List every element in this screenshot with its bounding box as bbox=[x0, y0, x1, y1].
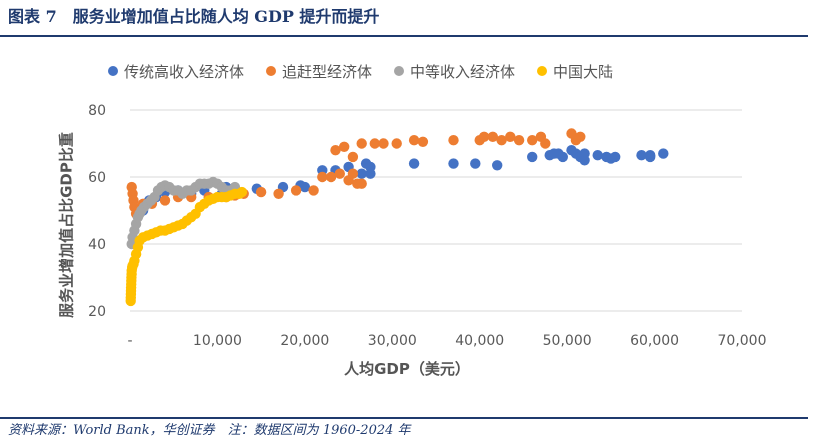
legend-item-2: 追赶型经济体 bbox=[266, 61, 372, 82]
bottom-divider bbox=[0, 417, 808, 419]
data-point bbox=[417, 136, 429, 147]
x-tick-label: 50,000 bbox=[543, 333, 592, 349]
data-point bbox=[540, 138, 551, 149]
data-point bbox=[492, 160, 503, 171]
legend-label-1: 传统高收入经济体 bbox=[124, 62, 245, 81]
x-tick-label: 10,000 bbox=[193, 333, 242, 349]
data-point bbox=[448, 135, 459, 146]
legend-label-4: 中国大陆 bbox=[553, 62, 614, 81]
data-point bbox=[448, 158, 459, 169]
legend-marker-4 bbox=[537, 66, 548, 76]
legend-marker-1 bbox=[108, 66, 118, 76]
x-tick-label: 60,000 bbox=[630, 333, 679, 349]
data-point bbox=[339, 141, 350, 152]
data-point bbox=[356, 138, 367, 149]
top-divider bbox=[0, 35, 808, 37]
y-tick-label: 80 bbox=[88, 103, 106, 119]
data-point bbox=[527, 151, 538, 163]
chart-legend: 传统高收入经济体 追赶型经济体 中等收入经济体 中国大陆 bbox=[108, 60, 613, 82]
legend-item-3: 中等收入经济体 bbox=[394, 61, 515, 82]
data-point bbox=[317, 171, 328, 183]
y-axis-title: 服务业增加值占比GDP比重 bbox=[57, 132, 76, 318]
x-axis-ticks: - 10,000 20,000 30,000 40,000 50,000 60,000 70,… bbox=[127, 333, 766, 349]
data-point bbox=[557, 151, 568, 163]
data-point bbox=[236, 186, 248, 198]
data-point bbox=[378, 138, 389, 149]
data-point bbox=[408, 158, 420, 169]
data-point bbox=[308, 185, 319, 196]
data-point bbox=[527, 135, 538, 146]
series-4 bbox=[125, 186, 248, 307]
data-point bbox=[347, 168, 359, 179]
data-point bbox=[325, 171, 337, 183]
data-point bbox=[159, 195, 171, 206]
data-point bbox=[255, 186, 267, 198]
data-point bbox=[356, 168, 367, 179]
source-note: 资料来源：World Bank，华创证券 注：数据区间为 1960-2024 年 bbox=[8, 423, 411, 438]
data-point bbox=[496, 135, 507, 146]
x-tick-label: 70,000 bbox=[718, 333, 767, 349]
figure-title: 图表 7 服务业增加值占比随人均 GDP 提升而提升 bbox=[8, 7, 380, 26]
x-tick-label: 40,000 bbox=[455, 333, 504, 349]
y-axis-title-wrapper: 服务业增加值占比GDP比重 bbox=[16, 132, 116, 318]
legend-item-1: 传统高收入经济体 bbox=[108, 61, 244, 82]
data-point bbox=[570, 135, 582, 146]
data-point bbox=[505, 131, 516, 142]
data-point bbox=[273, 188, 284, 199]
legend-item-4: 中国大陆 bbox=[537, 61, 613, 82]
y-tick-label: 40 bbox=[88, 237, 106, 253]
data-point bbox=[334, 168, 345, 179]
data-point bbox=[299, 181, 311, 193]
y-tick-label: 20 bbox=[88, 304, 106, 320]
data-point bbox=[470, 158, 481, 169]
legend-marker-3 bbox=[394, 66, 405, 76]
legend-marker-2 bbox=[266, 66, 277, 76]
legend-label-3: 中等收入经济体 bbox=[410, 62, 516, 81]
data-point bbox=[365, 168, 376, 179]
data-points bbox=[125, 128, 669, 307]
data-point bbox=[636, 150, 647, 161]
x-axis-title: 人均GDP（美元） bbox=[344, 360, 470, 378]
data-point bbox=[592, 150, 603, 161]
data-point bbox=[408, 135, 420, 146]
data-point bbox=[391, 138, 402, 149]
data-point bbox=[645, 151, 656, 163]
x-tick-label: - bbox=[127, 333, 132, 349]
data-point bbox=[369, 138, 380, 149]
data-point bbox=[330, 145, 341, 156]
data-point bbox=[347, 151, 359, 163]
data-point bbox=[610, 151, 621, 163]
x-tick-label: 30,000 bbox=[368, 333, 417, 349]
data-point bbox=[513, 135, 525, 146]
data-point bbox=[478, 131, 490, 142]
gridlines bbox=[130, 109, 742, 312]
data-point bbox=[658, 148, 669, 159]
data-point bbox=[356, 178, 367, 189]
legend-label-2: 追赶型经济体 bbox=[282, 62, 373, 81]
data-point bbox=[579, 155, 590, 166]
data-point bbox=[290, 185, 302, 196]
data-point bbox=[487, 131, 498, 142]
y-axis-ticks: 20 40 60 80 bbox=[88, 103, 106, 320]
y-tick-label: 60 bbox=[88, 170, 106, 186]
x-tick-label: 20,000 bbox=[280, 333, 329, 349]
